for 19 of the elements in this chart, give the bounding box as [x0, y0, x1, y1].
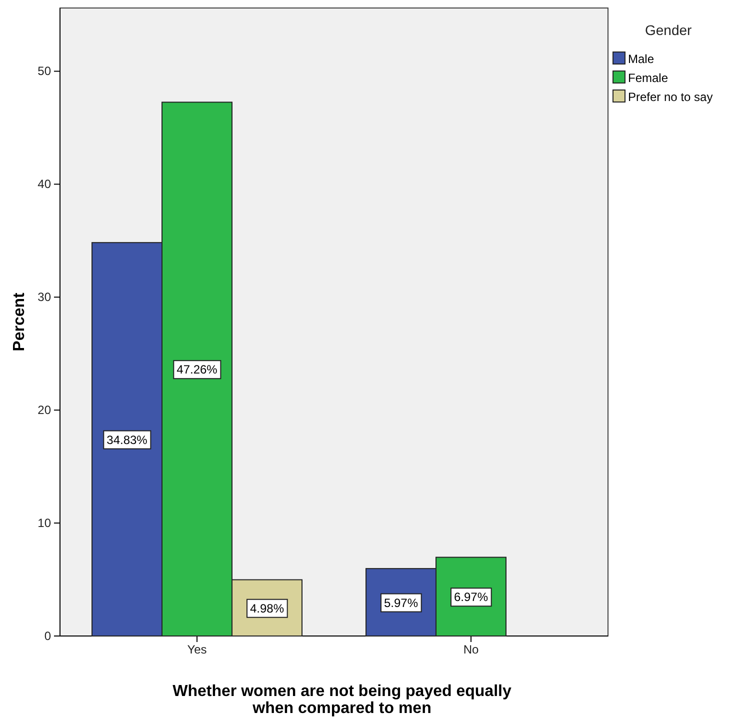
data-label: 5.97% [384, 596, 418, 610]
x-axis-title: Whether women are not being payed equally when compared to men [172, 683, 512, 717]
data-label: 47.26% [176, 362, 218, 377]
legend-label: Prefer no to say [628, 90, 713, 104]
y-tick-label: 30 [38, 290, 52, 304]
y-tick-label: 50 [38, 64, 52, 78]
legend-label: Male [628, 52, 654, 66]
y-tick-label: 40 [38, 177, 52, 192]
data-label: 34.83% [106, 432, 148, 447]
x-tick-label: Yes [187, 642, 207, 657]
x-tick-label: No [463, 642, 479, 657]
data-label: 6.97% [454, 590, 488, 604]
y-tick-label: 10 [38, 516, 52, 530]
y-tick-label: 0 [44, 628, 52, 643]
legend-label: Female [628, 71, 668, 85]
y-axis-title: Percent [11, 292, 28, 352]
legend-title: Gender [645, 22, 692, 38]
y-tick-label: 20 [38, 402, 52, 417]
data-label: 4.98% [250, 601, 284, 616]
